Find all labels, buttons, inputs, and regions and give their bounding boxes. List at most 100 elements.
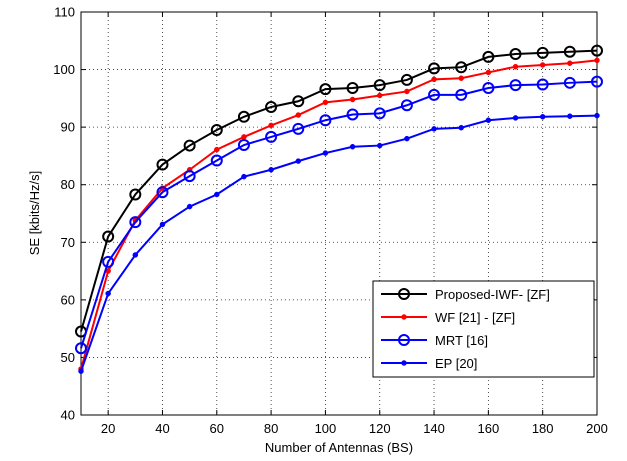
- data-point: [404, 135, 410, 142]
- data-point: [509, 48, 522, 61]
- legend-swatch-marker: [401, 360, 407, 366]
- data-point: [214, 146, 220, 153]
- data-point: [75, 342, 87, 355]
- data-point: [563, 76, 576, 89]
- data-point: [102, 230, 115, 243]
- x-tick-label: 180: [532, 421, 554, 436]
- data-point: [539, 62, 546, 68]
- legend-swatch-marker: [401, 314, 407, 320]
- data-point: [214, 191, 220, 198]
- x-tick-label: 20: [101, 421, 115, 436]
- data-point: [431, 76, 437, 83]
- legend-item: EP [20]: [381, 356, 477, 371]
- data-point: [183, 170, 196, 183]
- legend-item: WF [21] - [ZF]: [381, 310, 515, 325]
- data-point: [400, 73, 413, 86]
- y-tick-label: 40: [61, 408, 75, 423]
- data-point: [319, 83, 332, 96]
- data-point: [292, 95, 305, 108]
- data-point: [346, 108, 359, 121]
- data-point: [319, 114, 332, 127]
- y-tick-label: 90: [61, 120, 75, 135]
- legend: Proposed-IWF- [ZF] WF [21] - [ZF] MRT [16]…: [372, 280, 595, 378]
- data-point: [241, 173, 247, 180]
- data-point: [268, 166, 274, 173]
- y-tick-label: 80: [61, 177, 75, 192]
- legend-item: MRT [16]: [381, 333, 488, 348]
- data-point: [509, 79, 522, 92]
- data-point: [591, 75, 603, 88]
- data-point: [512, 63, 519, 70]
- data-point: [376, 142, 383, 149]
- data-point: [295, 158, 302, 164]
- data-point: [376, 92, 383, 99]
- data-point: [563, 45, 576, 58]
- series-2: [75, 75, 603, 355]
- data-point: [594, 112, 600, 119]
- axes-frame: [80, 11, 598, 416]
- data-point: [536, 46, 549, 59]
- data-point: [455, 61, 468, 74]
- data-point: [129, 188, 142, 201]
- legend-box: [372, 280, 595, 378]
- data-point: [482, 50, 495, 63]
- series-line: [80, 114, 598, 372]
- data-point: [322, 99, 329, 106]
- x-tick-label: 140: [423, 421, 445, 436]
- data-point: [431, 126, 437, 132]
- legend-item: Proposed-IWF- [ZF]: [381, 287, 550, 302]
- x-tick-label: 60: [210, 421, 224, 436]
- data-point: [132, 252, 139, 258]
- data-point: [428, 88, 441, 101]
- data-point: [567, 113, 573, 119]
- x-tick-label: 200: [586, 421, 608, 436]
- data-point: [458, 75, 464, 81]
- data-point: [183, 139, 196, 152]
- data-point: [346, 81, 359, 94]
- data-point: [237, 138, 250, 151]
- data-point: [102, 255, 115, 268]
- series-line: [80, 59, 598, 370]
- legend-swatch-marker: [398, 288, 410, 300]
- y-tick-label: 50: [61, 350, 75, 365]
- series-0: [75, 44, 603, 338]
- data-point: [241, 134, 247, 140]
- data-point: [512, 115, 519, 121]
- data-point: [349, 96, 356, 103]
- y-tick-label: 110: [54, 5, 75, 20]
- x-tick-label: 80: [264, 421, 278, 436]
- data-point: [373, 107, 386, 120]
- series-1: [78, 57, 600, 372]
- legend-label: EP [20]: [435, 356, 477, 371]
- data-point: [373, 79, 386, 92]
- y-tick-label: 70: [61, 235, 75, 250]
- data-point: [404, 88, 410, 95]
- y-tick-label: 100: [53, 62, 75, 77]
- y-axis-title: SE [kbits/Hz/s]: [27, 171, 42, 256]
- data-point: [591, 44, 603, 57]
- data-point: [129, 216, 142, 229]
- data-point: [159, 221, 166, 228]
- data-point: [105, 290, 111, 297]
- data-point: [455, 88, 468, 101]
- data-point: [210, 154, 223, 167]
- y-tick-label: 60: [61, 292, 75, 307]
- legend-label: MRT [16]: [435, 333, 488, 348]
- data-point: [186, 203, 193, 210]
- data-point: [539, 114, 546, 120]
- x-tick-label: 160: [478, 421, 500, 436]
- data-point: [485, 69, 492, 76]
- data-point: [567, 60, 573, 66]
- x-tick-label: 100: [315, 421, 337, 436]
- data-point: [482, 81, 495, 94]
- data-point: [295, 112, 302, 118]
- data-point: [400, 99, 413, 112]
- series-layer: [75, 44, 603, 374]
- data-point: [78, 368, 84, 374]
- data-point: [265, 130, 278, 143]
- x-tick-label: 120: [369, 421, 391, 436]
- legend-swatch-marker: [398, 334, 410, 346]
- data-point: [428, 62, 441, 75]
- data-point: [156, 158, 169, 171]
